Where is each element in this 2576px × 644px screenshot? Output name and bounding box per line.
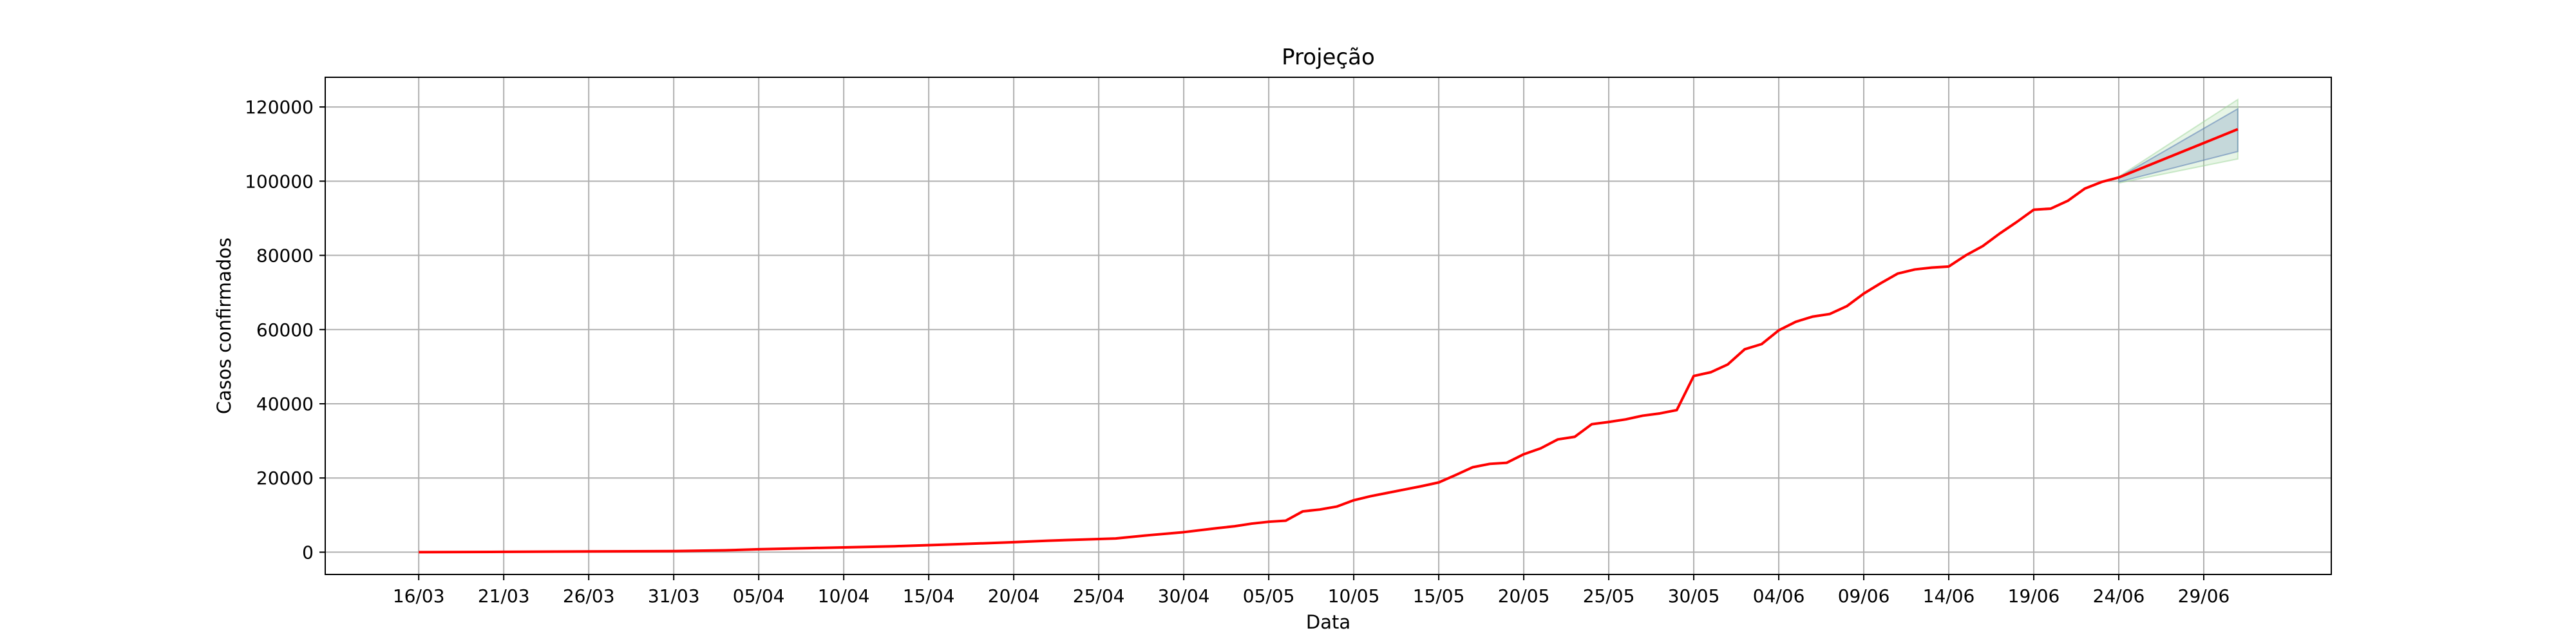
- x-tick-label: 15/05: [1413, 585, 1465, 607]
- x-axis-ticks: 16/03 21/03 26/03 31/03 05/04 10/04 15/04 20/04…: [393, 574, 2230, 607]
- x-tick-label: 20/05: [1498, 585, 1550, 607]
- series-line: [2118, 128, 2239, 179]
- y-tick-label: 100000: [245, 171, 314, 192]
- x-tick-label: 30/05: [1668, 585, 1720, 607]
- x-tick-label: 30/04: [1158, 585, 1210, 607]
- plot-area-frame: [325, 77, 2332, 575]
- series-lines: [419, 128, 2239, 554]
- x-tick-label: 29/06: [2178, 585, 2230, 607]
- x-tick-label: 24/06: [2093, 585, 2145, 607]
- x-axis-label: Data: [1306, 611, 1350, 633]
- x-tick-label: 31/03: [648, 585, 700, 607]
- x-tick-label: 16/03: [393, 585, 445, 607]
- x-tick-label: 05/04: [733, 585, 785, 607]
- x-tick-label: 25/04: [1073, 585, 1125, 607]
- x-tick-label: 14/06: [1923, 585, 1975, 607]
- confidence-band: [2118, 108, 2239, 183]
- x-tick-label: 26/03: [563, 585, 615, 607]
- y-tick-label: 80000: [256, 245, 314, 267]
- x-tick-label: 05/05: [1243, 585, 1295, 607]
- x-tick-label: 19/06: [2008, 585, 2060, 607]
- y-axis-ticks: 0 20000 40000 60000 80000 100000 120000: [245, 97, 325, 563]
- y-axis-label: Casos confirmados: [213, 238, 235, 414]
- y-tick-label: 0: [302, 542, 314, 563]
- x-tick-label: 25/05: [1583, 585, 1635, 607]
- x-tick-label: 15/04: [903, 585, 955, 607]
- y-tick-label: 60000: [256, 319, 314, 341]
- y-tick-label: 40000: [256, 393, 314, 415]
- x-tick-label: 10/04: [818, 585, 870, 607]
- x-tick-label: 10/05: [1328, 585, 1380, 607]
- y-tick-label: 20000: [256, 468, 314, 489]
- x-tick-label: 21/03: [478, 585, 530, 607]
- confidence-bands: [2118, 98, 2239, 184]
- series-line: [419, 176, 2119, 554]
- x-tick-label: 04/06: [1753, 585, 1805, 607]
- y-tick-label: 120000: [245, 97, 314, 118]
- x-tick-label: 20/04: [988, 585, 1040, 607]
- chart-title: Projeção: [1282, 44, 1375, 70]
- x-tick-label: 09/06: [1838, 585, 1890, 607]
- grid: [325, 77, 2331, 574]
